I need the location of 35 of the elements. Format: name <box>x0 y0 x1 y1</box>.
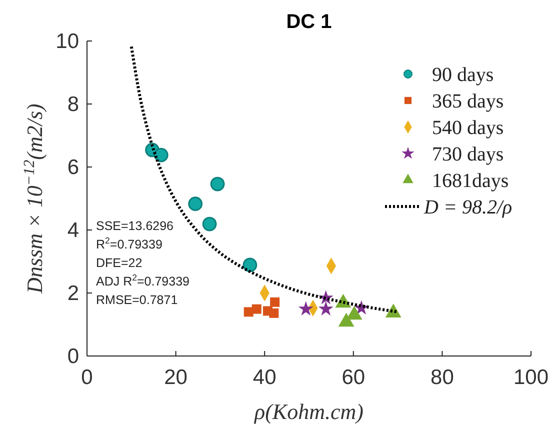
annotation: SSE=13.6296 <box>96 219 174 233</box>
legend-label: 365 days <box>432 90 504 112</box>
annotation: R$^{2}$=0.79339 <box>96 236 162 252</box>
legend-label: 540 days <box>432 117 504 139</box>
legend-label: 1681days <box>432 170 509 192</box>
point <box>252 304 262 314</box>
y-tick-label: 2 <box>67 282 79 305</box>
annotation: DFE=22 <box>96 256 142 270</box>
y-tick-label: 0 <box>67 345 79 368</box>
annotation: RMSE=0.7871 <box>96 293 178 307</box>
chart-title: DC 1 <box>286 11 332 33</box>
point <box>210 176 225 192</box>
y-tick-label: 6 <box>67 156 79 179</box>
legend-label: 730 days <box>432 144 504 166</box>
y-tick-label: 4 <box>67 219 80 242</box>
x-tick-label: 20 <box>164 366 188 389</box>
x-axis-title: ρ(Kohm.cm) <box>254 399 364 424</box>
x-tick-label: 40 <box>252 366 276 389</box>
y-tick-label: 10 <box>56 30 79 53</box>
point <box>154 148 168 162</box>
x-tick-label: 100 <box>513 366 549 389</box>
point <box>202 216 217 232</box>
point <box>242 258 258 272</box>
point <box>188 196 203 212</box>
point <box>318 301 334 316</box>
legend-label: 90 days <box>432 64 494 86</box>
y-tick-label: 8 <box>67 93 79 116</box>
point <box>298 301 314 316</box>
x-tick-label: 60 <box>342 366 366 389</box>
point <box>270 297 280 307</box>
annotation: ADJ R$^{2}$=0.79339 <box>96 272 190 288</box>
x-tick-label: 0 <box>81 366 93 389</box>
x-tick-label: 80 <box>430 366 454 389</box>
legend-label: D = 98.2/ρ <box>423 196 512 218</box>
point <box>269 308 279 318</box>
